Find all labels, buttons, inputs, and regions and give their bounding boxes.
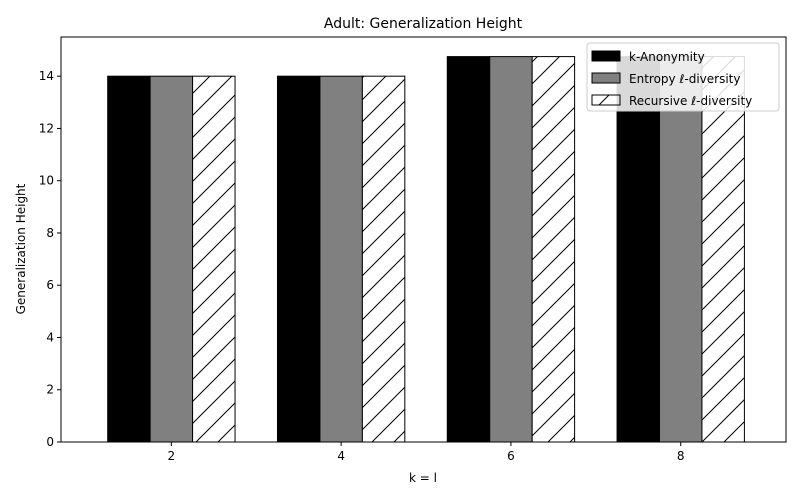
x-axis-label: k = l (409, 471, 437, 485)
bar (149, 75, 194, 443)
legend-label: k-Anonymity (629, 50, 705, 64)
bar (701, 56, 745, 443)
bar (659, 56, 703, 443)
axes-frame (60, 36, 787, 443)
y-axis-label: Generalization Height (14, 183, 28, 314)
bar (319, 75, 363, 443)
bar (192, 75, 236, 443)
bar (361, 75, 406, 443)
legend-swatch (591, 50, 621, 62)
legend-swatch (591, 72, 621, 84)
y-tick-label: 4 (46, 330, 54, 344)
bar (107, 75, 151, 443)
x-tick-label: 6 (507, 449, 515, 463)
y-tick-label: 2 (46, 383, 54, 397)
y-tick-label: 6 (46, 278, 54, 292)
bar (489, 56, 533, 443)
legend-swatch (591, 94, 621, 106)
legend-label: Recursive ℓ-diversity (629, 94, 752, 108)
plot-area (60, 36, 787, 443)
bar (616, 56, 661, 443)
legend-label: Entropy ℓ-diversity (629, 72, 741, 86)
y-tick-label: 0 (46, 435, 54, 449)
x-axis: 2 4 6 8 (168, 442, 685, 463)
y-tick-label: 10 (39, 174, 54, 188)
legend-frame (586, 42, 780, 112)
bar (531, 56, 576, 443)
y-tick-label: 14 (39, 69, 54, 83)
chart-title: Adult: Generalization Height (324, 16, 523, 32)
bar (276, 75, 321, 443)
x-tick-label: 2 (168, 449, 176, 463)
y-axis: 0 2 4 6 8 10 12 14 (39, 69, 61, 449)
y-tick-label: 8 (46, 226, 54, 240)
bar (446, 56, 491, 443)
x-tick-label: 8 (677, 449, 685, 463)
y-tick-label: 12 (39, 121, 54, 135)
legend: k-Anonymity Entropy ℓ-diversity Recursive … (586, 42, 780, 112)
x-tick-label: 4 (337, 449, 345, 463)
